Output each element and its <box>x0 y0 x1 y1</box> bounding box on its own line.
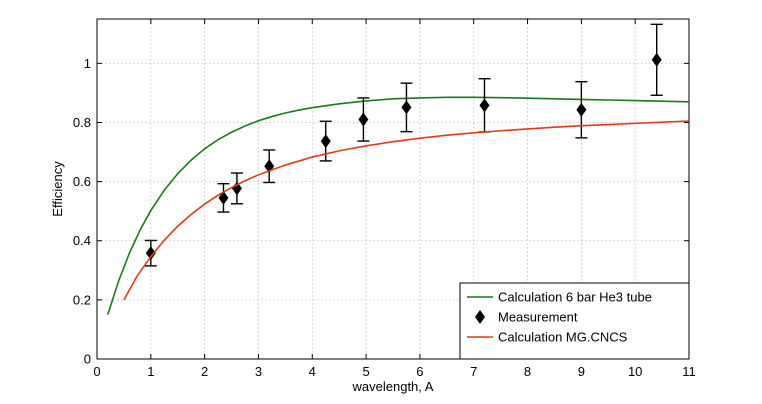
measurement-point <box>576 102 587 117</box>
plot-frame <box>96 18 690 360</box>
measurement-point <box>401 100 412 115</box>
series-line-calculation-mg-cncs <box>123 120 690 301</box>
y-tick-label: 1 <box>84 56 91 71</box>
y-tick-label: 0 <box>84 352 91 367</box>
x-tick-label: 6 <box>416 364 423 379</box>
measurement-point <box>651 52 662 67</box>
legend-box <box>459 282 690 360</box>
x-tick-label: 8 <box>524 364 531 379</box>
x-tick-label: 2 <box>201 364 208 379</box>
y-axis-label: Efficiency <box>50 161 65 217</box>
measurement-point <box>479 98 490 113</box>
measurement-point <box>320 134 331 149</box>
x-tick-label: 4 <box>309 364 316 379</box>
x-tick-label: 10 <box>628 364 642 379</box>
x-tick-label: 9 <box>578 364 585 379</box>
y-tick-label: 0.2 <box>73 292 91 307</box>
legend-label-measurement: Measurement <box>498 310 578 325</box>
legend: Calculation 6 bar He3 tube Measurement C… <box>459 282 690 360</box>
measurement-point <box>231 181 242 196</box>
x-tick-label: 1 <box>147 364 154 379</box>
y-tick-label: 0.4 <box>73 233 91 248</box>
y-tick-label: 0.8 <box>73 115 91 130</box>
measurement-point <box>145 246 156 261</box>
axis-ticks: 0 1 2 3 4 5 6 7 8 9 10 11 0 0.2 0.4 0.6 0.8 1 <box>73 19 696 379</box>
measurement-point <box>358 112 369 127</box>
x-tick-label: 5 <box>362 364 369 379</box>
x-tick-label: 7 <box>470 364 477 379</box>
legend-label-mg-cncs: Calculation MG.CNCS <box>498 330 628 345</box>
series <box>106 23 690 315</box>
x-axis-label: wavelength, A <box>352 379 434 394</box>
series-line-calculation-6-bar-he3-tube <box>106 96 690 315</box>
grid <box>97 19 689 359</box>
legend-label-he3: Calculation 6 bar He3 tube <box>498 290 652 305</box>
x-tick-label: 11 <box>682 364 696 379</box>
x-tick-label: 3 <box>255 364 262 379</box>
x-tick-label: 0 <box>93 364 100 379</box>
y-tick-label: 0.6 <box>73 174 91 189</box>
legend-swatch-measurement <box>475 310 485 324</box>
